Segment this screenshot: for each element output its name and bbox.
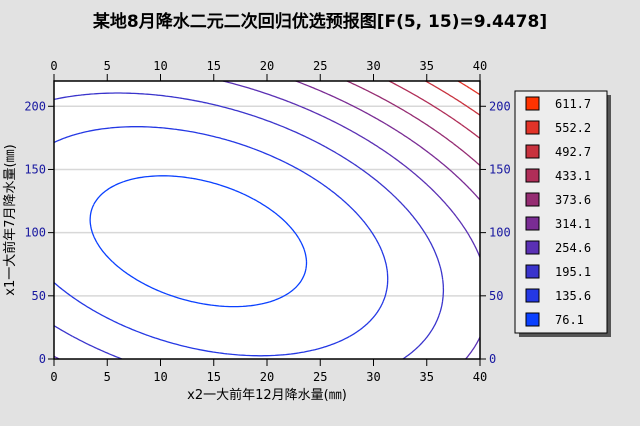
x-tick-label-bottom: 15 — [207, 370, 221, 384]
y-tick-label-left: 50 — [32, 289, 46, 303]
x-tick-label-bottom: 20 — [260, 370, 274, 384]
legend-swatch — [525, 240, 540, 255]
legend-swatch — [525, 264, 540, 279]
legend-swatch — [525, 288, 540, 303]
legend-swatch — [525, 216, 540, 231]
y-tick-label-left: 200 — [24, 99, 46, 113]
legend-label: 195.1 — [555, 265, 591, 279]
x-tick-label-bottom: 25 — [313, 370, 327, 384]
legend-label: 492.7 — [555, 145, 591, 159]
legend-label: 76.1 — [555, 313, 584, 327]
x-tick-label-top: 30 — [366, 59, 380, 73]
y-tick-label-right: 150 — [489, 162, 511, 176]
y-tick-label-left: 150 — [24, 162, 46, 176]
legend-swatch — [525, 192, 540, 207]
y-tick-label-right: 100 — [489, 226, 511, 240]
x-tick-label-bottom: 40 — [473, 370, 487, 384]
x-tick-label-top: 5 — [104, 59, 111, 73]
legend-swatch — [525, 120, 540, 135]
legend-label: 254.6 — [555, 241, 591, 255]
contour-line-135.6 — [53, 126, 389, 357]
x-axis-label: x2一大前年12月降水量(㎜) — [187, 387, 347, 403]
y-tick-label-left: 0 — [39, 352, 46, 366]
contour-line-76.1 — [89, 175, 308, 308]
x-tick-label-bottom: 0 — [50, 370, 57, 384]
legend-label: 135.6 — [555, 289, 591, 303]
legend-swatch — [525, 96, 540, 111]
y-tick-label-right: 0 — [489, 352, 496, 366]
y-tick-label-right: 200 — [489, 99, 511, 113]
contour-line-254.6 — [53, 80, 481, 360]
contour-line-195.1 — [53, 92, 445, 360]
y-tick-label-left: 100 — [24, 226, 46, 240]
x-tick-label-top: 40 — [473, 59, 487, 73]
y-axis-label: x1一大前年7月降水量(㎜) — [2, 144, 18, 295]
contour-lines — [53, 80, 481, 360]
legend-label: 552.2 — [555, 121, 591, 135]
legend-swatch — [525, 168, 540, 183]
legend-label: 314.1 — [555, 217, 591, 231]
legend: 611.7 552.2 492.7 433.1 373.6 314.1 254.6 195.1… — [514, 90, 611, 337]
x-tick-label-top: 0 — [50, 59, 57, 73]
legend-swatch — [525, 312, 540, 327]
contour-line-492.7 — [425, 80, 481, 116]
y-tick-label-right: 50 — [489, 289, 503, 303]
x-tick-label-top: 15 — [207, 59, 221, 73]
x-tick-label-bottom: 35 — [420, 370, 434, 384]
x-tick-label-top: 35 — [420, 59, 434, 73]
legend-swatch — [525, 144, 540, 159]
x-tick-label-bottom: 10 — [153, 370, 167, 384]
x-tick-label-top: 10 — [153, 59, 167, 73]
legend-label: 373.6 — [555, 193, 591, 207]
x-tick-label-top: 20 — [260, 59, 274, 73]
x-tick-label-top: 25 — [313, 59, 327, 73]
x-tick-label-bottom: 5 — [104, 370, 111, 384]
chart-title: 某地8月降水二元二次回归优选预报图[F(5, 15)=9.4478] — [93, 11, 547, 32]
x-tick-label-bottom: 30 — [366, 370, 380, 384]
legend-label: 611.7 — [555, 97, 591, 111]
legend-label: 433.1 — [555, 169, 591, 183]
